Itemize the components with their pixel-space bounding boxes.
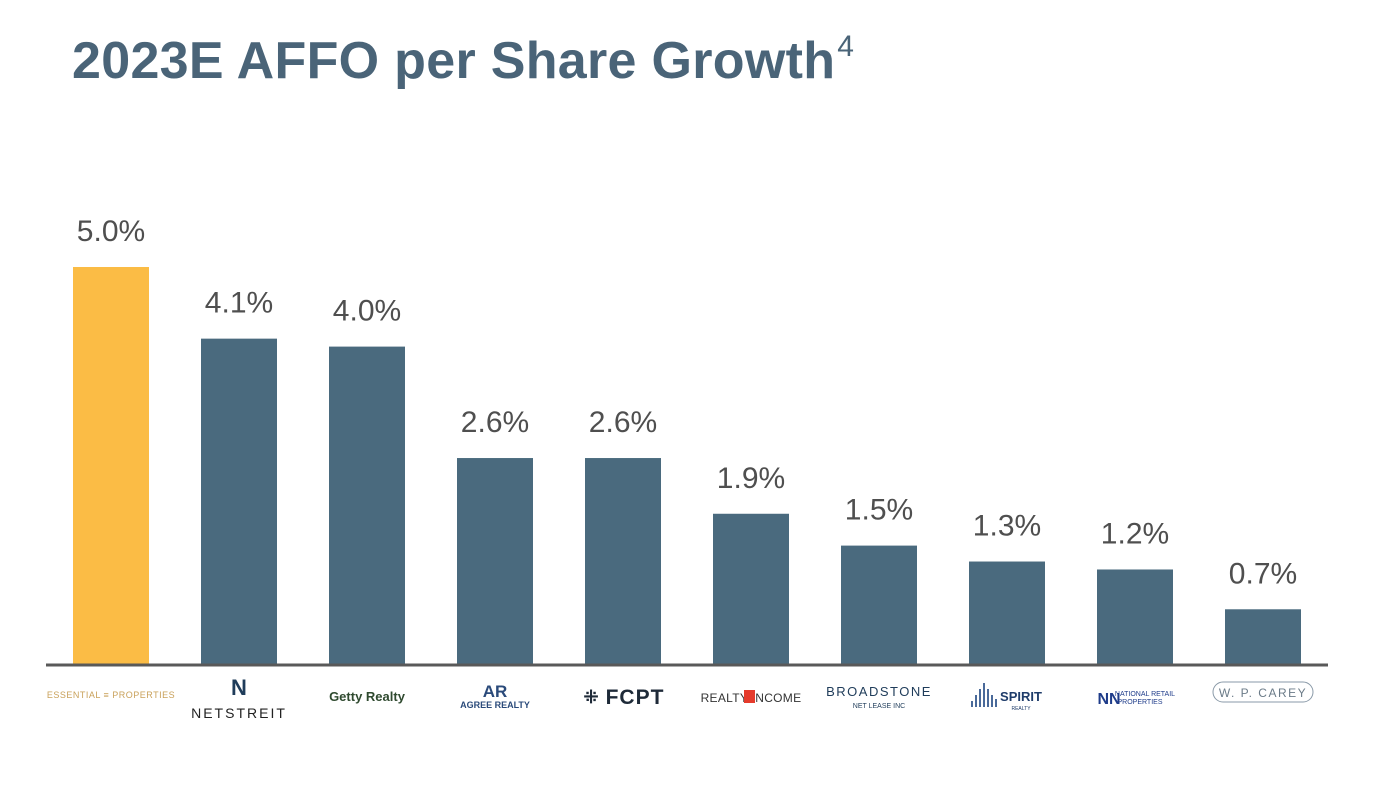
nnn-mark-icon: NN [1097, 691, 1120, 708]
value-label-3: 4.0% [333, 295, 401, 328]
value-labels-group: 5.0% 4.1% 4.0% 2.6% 2.6% 1.9% 1.5% 1.3% 1.2% 0.7% [77, 215, 1297, 590]
value-label-6: 1.9% [717, 462, 785, 495]
spirit-realty-logo: SPIRIT REALTY [971, 683, 1042, 712]
logo-text: NATIONAL RETAIL [1115, 691, 1175, 698]
bar-2 [201, 338, 277, 665]
getty-realty-logo: Getty Realty [329, 689, 406, 704]
broadstone-logo: BROADSTONE NET LEASE INC [826, 684, 932, 710]
bar-1 [73, 267, 149, 665]
value-label-5: 2.6% [589, 406, 657, 439]
spirit-mark-icon [971, 683, 997, 707]
fcpt-logo: ⁜ FCPT [583, 686, 665, 709]
netstreit-mark-icon: N [231, 675, 247, 700]
value-label-8: 1.3% [973, 510, 1041, 543]
realty-income-mark-icon [744, 690, 755, 703]
logo-subtext: REALTY [1011, 706, 1031, 712]
bars-group [73, 267, 1301, 665]
logo-text: AGREE REALTY [460, 700, 530, 710]
chart-title-text: 2023E AFFO per Share Growth [72, 32, 836, 90]
wp-carey-border [1212, 681, 1314, 703]
logo-text: ESSENTIAL ≡ PROPERTIES [47, 690, 175, 700]
bar-3 [329, 346, 405, 665]
logo-text: BROADSTONE [826, 684, 932, 699]
wp-carey-logo: W. P. CAREY [1212, 681, 1314, 703]
logo-text: NETSTREIT [191, 705, 287, 721]
netstreit-logo: N NETSTREIT [191, 675, 287, 721]
value-label-2: 4.1% [205, 287, 273, 320]
value-label-4: 2.6% [461, 406, 529, 439]
chart-title: 2023E AFFO per Share Growth4 [72, 30, 854, 91]
realty-income-logo: REALTY INCOME [701, 690, 801, 705]
logo-subtext: NET LEASE INC [853, 703, 905, 710]
bar-9 [1097, 569, 1173, 665]
fcpt-mark-icon: ⁜ [583, 687, 598, 707]
logo-text: FCPT [606, 686, 665, 709]
bar-8 [969, 561, 1045, 665]
category-logos-group: ESSENTIAL ≡ PROPERTIES N NETSTREIT Getty Re… [47, 675, 1314, 721]
logo-subtext: PROPERTIES [1118, 699, 1163, 706]
logo-text: Getty Realty [329, 689, 406, 704]
bar-7 [841, 545, 917, 665]
bar-5 [585, 458, 661, 665]
bar-10 [1225, 609, 1301, 665]
bar-6 [713, 513, 789, 665]
value-label-1: 5.0% [77, 215, 145, 248]
value-label-9: 1.2% [1101, 517, 1169, 550]
logo-text: SPIRIT [1000, 689, 1042, 704]
essential-properties-logo: ESSENTIAL ≡ PROPERTIES [47, 690, 175, 700]
title-footnote: 4 [837, 30, 855, 63]
agree-mark-icon: AR [483, 682, 508, 701]
logo-text: W. P. CAREY [1219, 686, 1307, 700]
value-label-10: 0.7% [1229, 557, 1297, 590]
bar-4 [457, 458, 533, 665]
value-label-7: 1.5% [845, 494, 913, 527]
